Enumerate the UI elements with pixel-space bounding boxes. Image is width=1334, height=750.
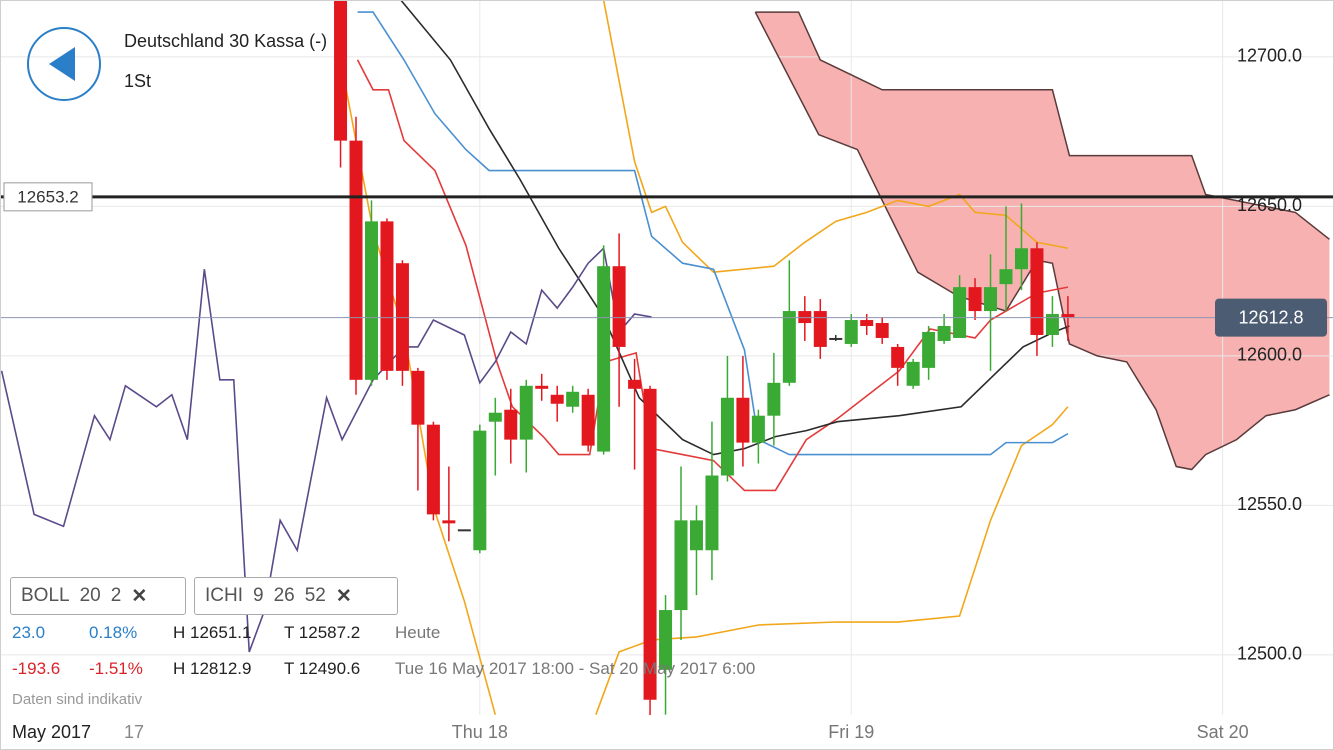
indicator-param: 9 [253,585,264,606]
cloud-edge [755,11,1330,240]
candle-body [504,409,518,440]
candle-body [798,311,812,324]
back-icon [49,47,75,81]
indicator-chip[interactable]: BOLL 20 2 ✕ [10,577,186,615]
indicator-name: BOLL [21,585,70,606]
stat-high: H 12651.1 [173,623,252,642]
x-tick-label: Fri 19 [828,722,874,742]
cloud-fill [755,12,1330,470]
stat-percent: 0.18% [89,623,138,642]
indicator-param: 26 [273,585,295,606]
x-tick-label: Sat 20 [1197,722,1249,742]
remove-icon[interactable]: ✕ [335,585,352,607]
candle-body [457,529,471,532]
candle-body [767,382,781,416]
candle-body [519,385,533,440]
candle-body [906,361,920,386]
indicator-param: 2 [110,585,122,606]
remove-icon[interactable]: ✕ [131,585,148,607]
candle-body [875,323,889,338]
candle-body [829,337,843,340]
level-label: 12653.2 [17,187,78,206]
candle-body [937,326,951,341]
indicator-line [602,1,1069,274]
y-tick-label: 12650.0 [1237,195,1302,215]
stat-change: -193.6 [12,659,61,678]
candle-body [364,221,378,380]
candle-body [1061,314,1075,318]
candle-body [813,311,827,347]
candle-body [659,610,673,670]
note: Daten sind indikativ [12,691,143,708]
candle-body [674,520,688,611]
candle-body [628,379,642,389]
indicator-param: 52 [304,585,326,606]
cloud-edge [754,11,1330,471]
y-tick-label: 12700.0 [1237,46,1302,66]
candle-body [349,140,363,380]
candle-body [751,415,765,443]
indicator-chip[interactable]: ICHI 9 26 52 ✕ [194,577,398,615]
candle-body [488,412,502,422]
candle-body [473,430,487,551]
candle-body [953,287,967,338]
last-price-box [1215,298,1327,337]
candle-body [535,385,549,389]
candle-body [643,388,657,700]
candle-body [411,370,425,425]
chart-subtitle: 1St [124,71,152,91]
candle-body [442,520,456,524]
indicator-line [1,246,652,653]
indicator-param: 20 [79,585,101,606]
candle-body [426,424,440,515]
stat-low: T 12587.2 [284,623,361,642]
x-axis-band [1,715,1333,749]
stat-percent: -1.51% [89,659,143,678]
stat-period: Heute [395,623,441,642]
candle-body [720,397,734,476]
back-button[interactable] [27,27,101,101]
candle-body [968,287,982,312]
candle-body [999,269,1013,285]
x-tick-label: Thu 18 [452,722,508,742]
stat-low: T 12490.6 [284,659,361,678]
level-label-box [3,182,93,212]
candle-body [395,263,409,371]
candle-body [1045,314,1059,335]
candle-body [922,331,936,368]
indicator-line [400,1,1070,456]
stat-period: Tue 16 May 2017 18:00 - Sat 20 May 2017 … [395,659,756,678]
stat-high: H 12812.9 [173,659,252,678]
stat-change: 23.0 [12,623,46,642]
y-tick-label: 12600.0 [1237,345,1302,365]
indicator-name: ICHI [205,585,243,606]
last-price-label: 12612.8 [1238,307,1303,327]
candle-body [705,475,719,551]
candle-body [782,311,796,383]
candle-body [1014,248,1028,270]
candle-body [689,520,703,551]
candle-body [597,266,611,452]
candle-body [844,320,858,344]
candle-body [612,266,626,347]
y-tick-label: 12500.0 [1237,644,1302,664]
chart-title: Deutschland 30 Kassa (-) [124,31,328,51]
candle-body [1030,248,1044,335]
candle-body [550,394,564,404]
candle-body [566,391,580,407]
candle-body [581,394,595,446]
x-start-label: May 2017 [12,722,91,742]
candle-body [334,1,348,141]
candle-body [736,397,750,443]
x-start-day: 17 [124,722,144,742]
candle-body [891,346,905,368]
candle-body [380,221,394,371]
y-tick-label: 12550.0 [1237,494,1302,514]
indicator-line [357,11,1069,456]
candle-body [860,320,874,327]
candle-body [984,287,998,312]
